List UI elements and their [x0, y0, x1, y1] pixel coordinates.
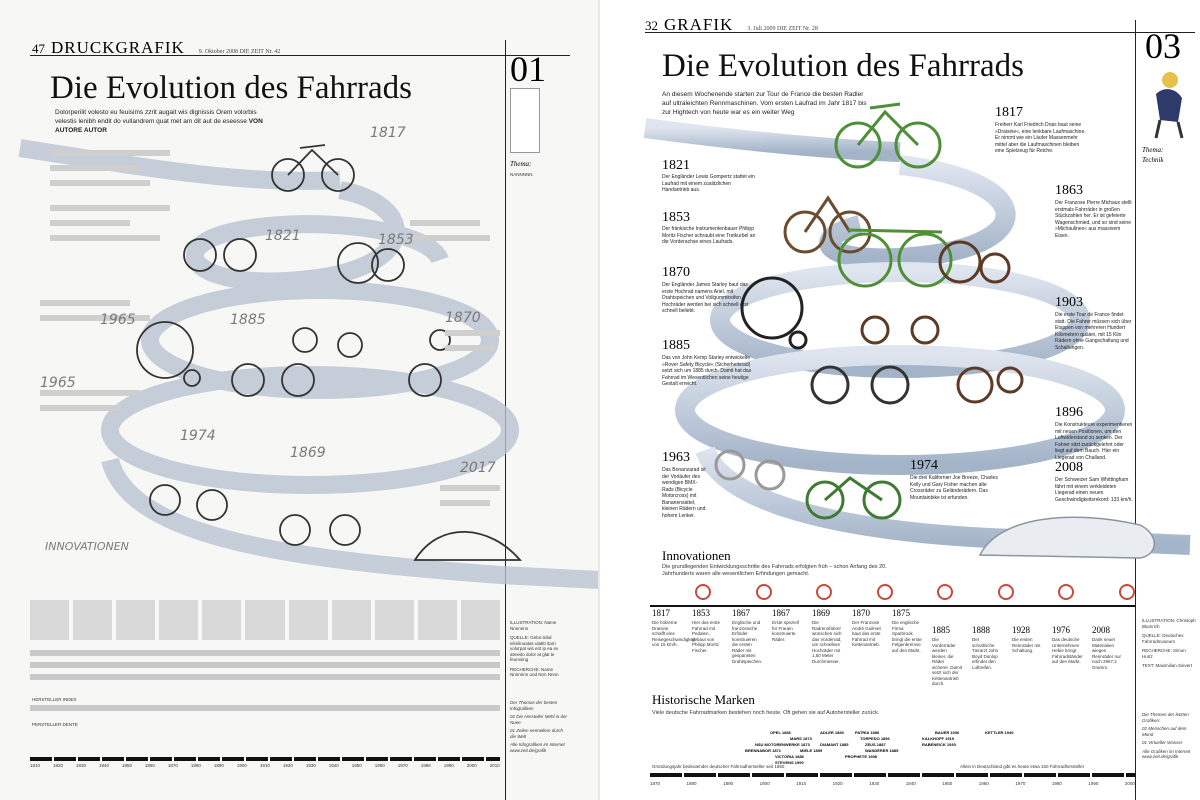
- milestone-text: Freiherr Karl Friedrich Drais baut seine…: [995, 122, 1086, 154]
- sketch-year: 1974: [180, 428, 216, 444]
- milestone-text: Die erste Tour de France findet statt. D…: [1055, 312, 1132, 351]
- column-rule: [1135, 20, 1136, 800]
- innovation-item: 1885 Die Vorderräder werden kleiner, die …: [932, 625, 963, 686]
- sketch-side-notes: Der Thomas der besten Infografiken 02 Di…: [510, 700, 568, 753]
- sketch-hersteller: HERSTELLER INDEX: [32, 697, 77, 702]
- page-number: 47: [32, 41, 45, 56]
- thema-label: Thema:: [510, 160, 532, 168]
- header-rule: [645, 32, 1195, 33]
- milestone-text: Die Konstrukteure experimentieren mit ne…: [1055, 422, 1133, 461]
- sketch-spiral: [18, 139, 600, 589]
- innovation-item: 1817 Die hölzerne Draisine schafft eine R…: [652, 608, 696, 647]
- big-number: 03: [1145, 26, 1181, 66]
- innovationen-lead: Die grundlegenden Entwicklungsschritte d…: [662, 564, 887, 577]
- section-label: DRUCKGRAFIK: [51, 38, 185, 57]
- marken-footnote-left: Gründungsjahr bedeutender deutscher Fahr…: [652, 764, 785, 769]
- innovation-item: 1870 Der Franzose André Guilmet baut das …: [852, 608, 881, 647]
- sketch-year: 1821: [265, 228, 301, 244]
- thema-label: Thema:: [1142, 146, 1164, 154]
- cyclist-photo: [1142, 62, 1192, 142]
- innovationen-title: Innovationen: [662, 548, 731, 563]
- sketch-year: 1853: [378, 232, 414, 248]
- marken-title: Historische Marken: [652, 692, 755, 707]
- milestone-year: 1863: [1055, 183, 1083, 198]
- timeline-ticks: 1810 1820 1830 1840 1850 1860 1870 1880 1890 1…: [30, 763, 500, 768]
- innovation-item: 1976 Das deutsche Unternehmen Hebie bring…: [1052, 625, 1083, 664]
- page-header: 47 DRUCKGRAFIK 9. Oktober 2008 DIE ZEIT …: [32, 38, 280, 58]
- milestone-text: Der Engländer James Starley baut das ers…: [662, 282, 749, 314]
- brand-timeline-ticks: 1870 1880 1890 1900 1910 1920 1930 1940 1950 1…: [650, 781, 1135, 786]
- innovation-item: 1867 Englische und französische Erfinder …: [732, 608, 763, 664]
- page-header: 32 GRAFIK 3. Juli 2009 DIE ZEIT Nr. 28: [645, 15, 818, 35]
- sketch-year: 2017: [460, 460, 496, 476]
- innovation-item: 1853 Hier das erste Fahrrad mit Pedalen, …: [692, 608, 721, 653]
- innovation-rule: [650, 605, 1135, 607]
- marken-lead: Viele deutsche Fahrradmarken bestehen no…: [652, 710, 880, 716]
- big-number: 01: [510, 49, 546, 89]
- milestone-year: 2008: [1055, 460, 1083, 475]
- innovation-item: 1869 Die Radrennfahrer wünschen sich das …: [812, 608, 842, 664]
- sketch-text-bar: [30, 662, 500, 668]
- milestone-year: 1821: [662, 158, 690, 173]
- milestone-year: 1885: [662, 338, 690, 353]
- thema-value: Technik: [1142, 156, 1164, 164]
- milestone-text: Der Engländer Lewis Gompertz stattet ein…: [662, 174, 755, 193]
- page-title: Die Evolution des Fahrrads: [662, 48, 1025, 84]
- spiral-illustration: [643, 102, 1191, 559]
- innovation-item: 1867 Erste speziell für Frauen konstruier…: [772, 608, 799, 642]
- milestone-year: 1903: [1055, 295, 1083, 310]
- sketch-text-bar: [30, 650, 500, 656]
- sketch-text-bar: [30, 705, 500, 711]
- sketch-innovationen: INNOVATIONEN: [45, 540, 129, 553]
- marken-footnote-right: Allein in Deutschland gibt es heute etwa…: [960, 764, 1085, 769]
- thema-value: NANNNNN: [510, 172, 533, 177]
- section-label: GRAFIK: [664, 15, 734, 34]
- sketch-year: 1965: [100, 312, 136, 328]
- milestone-year: 1853: [662, 210, 690, 225]
- brand-timeline-bar: [650, 773, 1135, 777]
- sketch-year: 1869: [290, 445, 326, 461]
- milestone-text: Der Schweizer Sam Whittingham fährt mit …: [1055, 477, 1133, 503]
- milestone-text: Das Bonanzarad ist der Vorläufer des wen…: [662, 467, 706, 519]
- milestone-text: Die drei Kalifornier Joe Breeze, Charles…: [910, 475, 998, 501]
- lead-text: An diesem Wochenende starten zur Tour de…: [662, 91, 867, 116]
- sketch-page: 47 DRUCKGRAFIK 9. Oktober 2008 DIE ZEIT …: [18, 38, 600, 800]
- issue-meta: 3. Juli 2009 DIE ZEIT Nr. 28: [747, 26, 818, 32]
- sketch-credits: ILLUSTRATION: Name Nnnnnnn QUELLE: Gebir…: [510, 620, 559, 677]
- sketch-text-bar: [30, 674, 500, 680]
- issue-meta: 9. Oktober 2008 DIE ZEIT Nr. 42: [198, 49, 281, 55]
- innovation-item: 1888 Der schottische Tierarzt John Boyd D…: [972, 625, 999, 670]
- milestone-year: 1817: [995, 105, 1023, 120]
- header-rule: [30, 55, 570, 56]
- sketch-year: 1965: [40, 375, 76, 391]
- credits: ILLUSTRATION: Christoph Blumrich QUELLE:…: [1142, 618, 1196, 668]
- timeline-bar: [30, 757, 500, 761]
- portrait-box: [510, 88, 540, 153]
- milestone-text: Der fränkische Instrumentenbauer Philipp…: [662, 226, 756, 245]
- innovation-item: 1928 Die ersten Rennräder mit Schaltung.: [1012, 625, 1041, 653]
- page-title: Die Evolution des Fahrrads: [50, 70, 413, 106]
- page-number: 32: [645, 18, 658, 33]
- milestone-year: 1974: [910, 458, 938, 473]
- milestone-year: 1963: [662, 450, 690, 465]
- velomobile-shape: [978, 516, 1155, 559]
- milestone-text: Der Franzose Pierre Michaux stellt erstm…: [1055, 200, 1132, 239]
- sketch-year: 1885: [230, 312, 266, 328]
- sketch-persteller: PERSTELLER DENTE: [32, 722, 78, 727]
- milestone-year: 1896: [1055, 405, 1083, 420]
- innovation-icons: [695, 584, 1135, 604]
- final-page: 32 GRAFIK 3. Juli 2009 DIE ZEIT Nr. 28 0…: [600, 0, 1200, 800]
- milestone-year: 1870: [662, 265, 690, 280]
- innovation-item: 2008 Dank neuer Materialien wiegen Rennrä…: [1092, 625, 1122, 670]
- innovation-item: 1875 Die englische Firma Sparbrook bringt…: [892, 608, 922, 653]
- sketch-year: 1817: [370, 125, 406, 141]
- milestone-text: Das von John Kemp Starley entwickelte »R…: [662, 355, 752, 387]
- sketch-innovation-strip: [30, 600, 501, 640]
- lead-text: Dolorperilit volesto eu feuisims zzrit a…: [55, 109, 263, 134]
- sketch-year: 1870: [445, 310, 481, 326]
- side-notes: Die Themen der letzten Grafiken: 02 Mens…: [1142, 712, 1191, 759]
